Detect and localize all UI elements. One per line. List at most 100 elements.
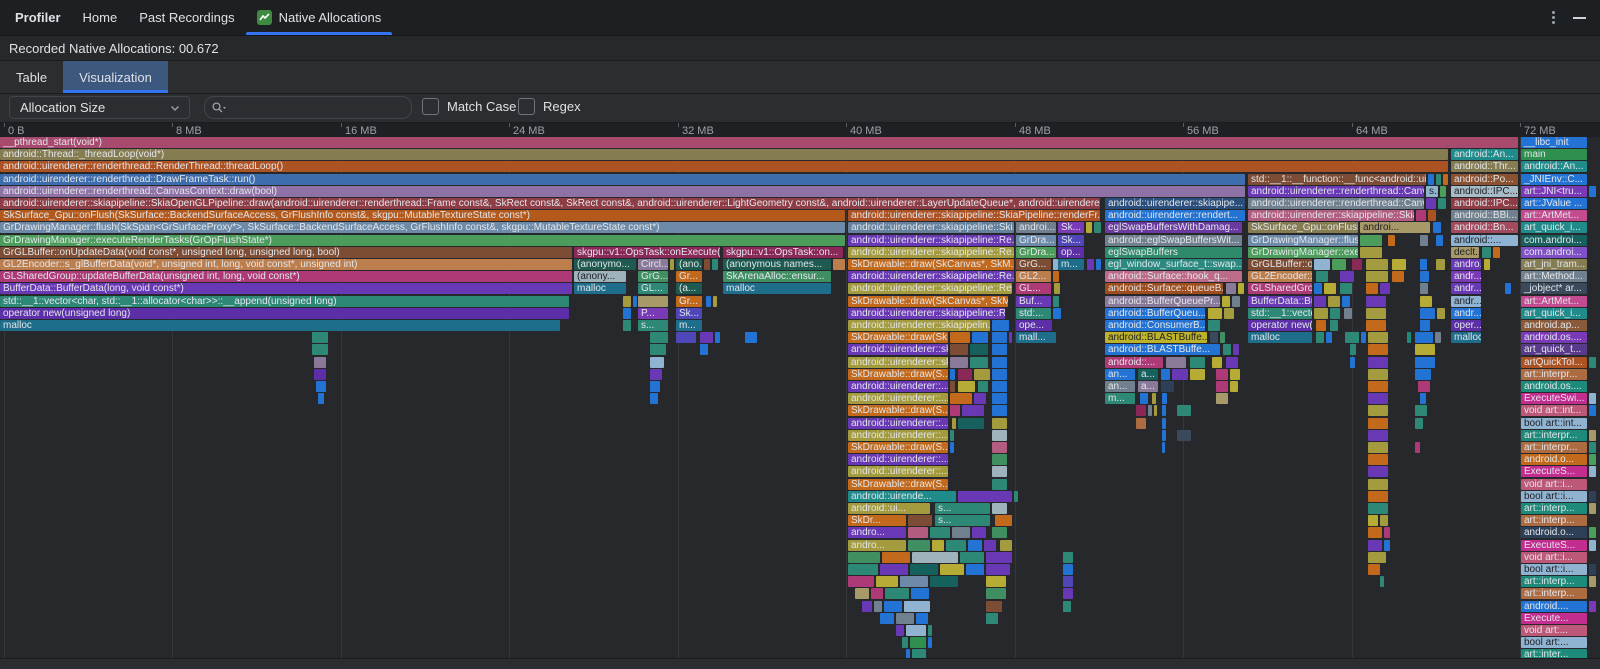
flame-block[interactable]	[896, 612, 914, 624]
flame-block[interactable]: android::uirenderer::skiapipeline::SkiaP…	[848, 210, 1100, 222]
flame-block[interactable]	[1438, 198, 1446, 209]
flame-block[interactable]	[912, 551, 958, 563]
flame-block[interactable]	[958, 417, 984, 429]
flame-block[interactable]: a...	[1138, 368, 1158, 380]
flame-block[interactable]	[1314, 283, 1322, 295]
flame-block[interactable]: (anonymo...	[574, 259, 636, 270]
flame-block[interactable]: andr...	[1451, 271, 1481, 283]
flame-block[interactable]	[1238, 283, 1244, 295]
flame-block[interactable]	[1428, 173, 1434, 185]
flame-block[interactable]	[946, 539, 966, 551]
flame-block[interactable]	[676, 332, 696, 344]
flame-block[interactable]: SkDrawable::draw(SkCanvas*, SkM...	[848, 259, 1014, 270]
flame-block[interactable]	[650, 356, 664, 368]
flame-block[interactable]	[312, 332, 328, 344]
flame-block[interactable]	[992, 466, 1007, 478]
flame-block[interactable]	[1436, 259, 1445, 270]
flame-block[interactable]: art::ArtMet...	[1521, 210, 1587, 222]
flame-block[interactable]: android::uirenderer::...	[848, 417, 948, 429]
flame-block[interactable]	[713, 295, 717, 307]
flame-block[interactable]	[950, 332, 970, 344]
flame-block[interactable]: (anonymous names...	[723, 259, 831, 270]
flame-block[interactable]	[962, 405, 984, 417]
flame-block[interactable]: GrDra...	[1016, 234, 1056, 246]
flame-block[interactable]: SkArenaAlloc::ensur...	[723, 271, 831, 283]
flame-block[interactable]: ExecuteSwi...	[1521, 393, 1587, 405]
flame-block[interactable]	[992, 332, 1007, 344]
flame-block[interactable]	[1589, 576, 1596, 588]
flame-block[interactable]	[874, 600, 882, 612]
flame-block[interactable]: art::interp...	[1521, 588, 1587, 600]
flame-block[interactable]	[1368, 368, 1388, 380]
flame-block[interactable]: skgpu::v1::OpsTask::on...	[723, 246, 843, 258]
flame-block[interactable]: operator new(un...	[1248, 320, 1312, 331]
flame-block[interactable]	[952, 527, 970, 539]
flame-block[interactable]: eglSwapBuffers	[1105, 246, 1242, 258]
flame-block[interactable]	[848, 564, 878, 575]
flame-block[interactable]	[1345, 332, 1359, 344]
flame-block[interactable]: android::IPC...	[1451, 185, 1518, 197]
flame-block[interactable]	[992, 417, 1007, 429]
flame-block[interactable]: android::uirenderer::renderthread::Canva…	[1248, 198, 1424, 209]
flame-block[interactable]	[1368, 527, 1382, 539]
flame-block[interactable]: SkDrawable::draw(S...	[848, 478, 948, 490]
flame-block[interactable]	[1326, 332, 1332, 344]
flame-block[interactable]	[1053, 307, 1061, 319]
flame-block[interactable]	[1589, 539, 1596, 551]
flame-block[interactable]	[862, 600, 872, 612]
flame-block[interactable]: operator new(unsigned long)	[0, 307, 569, 319]
flame-block[interactable]	[314, 368, 326, 380]
flame-block[interactable]	[1053, 295, 1059, 307]
flame-block[interactable]	[896, 625, 904, 636]
flame-block[interactable]: GL2Encoder::s_glBufferData(void*, unsign…	[0, 259, 572, 270]
flame-block[interactable]	[885, 588, 909, 600]
flame-block[interactable]	[882, 551, 910, 563]
flame-block[interactable]: bool art::int...	[1521, 417, 1587, 429]
flame-block[interactable]	[1436, 234, 1443, 246]
flame-block[interactable]: Gr...	[676, 271, 702, 283]
flame-block[interactable]	[1589, 466, 1596, 478]
flame-block[interactable]: android::uirenderer::skiapipeline::Skia.…	[1248, 210, 1414, 222]
flame-block[interactable]: Buf...	[1016, 295, 1051, 307]
flame-block[interactable]	[1493, 246, 1500, 258]
flame-block[interactable]	[992, 344, 1007, 356]
flame-block[interactable]: GrGLBuffer::onUpdateData(void const*, un…	[0, 246, 572, 258]
flame-block[interactable]	[1589, 356, 1596, 368]
flame-block[interactable]	[670, 259, 674, 270]
flame-block[interactable]: GrDrawingManager::flush...	[1248, 234, 1358, 246]
flame-block[interactable]	[871, 588, 883, 600]
flame-block[interactable]	[1589, 503, 1596, 514]
flame-block[interactable]: android::Bn...	[1451, 222, 1518, 234]
flame-block[interactable]	[1416, 210, 1426, 222]
flame-block[interactable]: s...	[935, 515, 990, 527]
flame-block[interactable]: mall...	[1016, 332, 1056, 344]
flame-block[interactable]: android::uirenderer::sk...	[848, 356, 948, 368]
flame-block[interactable]: op...	[1058, 246, 1084, 258]
flame-block[interactable]: malloc	[1248, 332, 1312, 344]
flame-block[interactable]: GrDrawingManager::exec...	[1248, 246, 1358, 258]
flame-block[interactable]	[1316, 271, 1328, 283]
flame-block[interactable]: android::uirenderer::renderthread::DrawF…	[0, 173, 1245, 185]
flame-block[interactable]	[1344, 307, 1352, 319]
flame-block[interactable]	[992, 442, 1007, 453]
flame-block[interactable]	[1420, 259, 1427, 270]
flame-block[interactable]	[950, 442, 954, 453]
flame-block[interactable]	[1233, 344, 1239, 356]
flame-block[interactable]	[715, 332, 720, 344]
flame-block[interactable]: GL2...	[1016, 271, 1051, 283]
flame-block[interactable]	[848, 576, 874, 588]
flame-block[interactable]: _JNIEnv::C...	[1521, 173, 1587, 185]
flame-block[interactable]	[1368, 551, 1386, 563]
flame-block[interactable]	[1316, 320, 1326, 331]
flame-block[interactable]	[1148, 405, 1152, 417]
flame-block[interactable]	[930, 527, 950, 539]
flame-block[interactable]: android::uirenderer::skiapipeline::R...	[848, 307, 1005, 319]
flame-block[interactable]	[316, 381, 326, 392]
flame-block[interactable]	[900, 576, 928, 588]
flame-block[interactable]	[1360, 246, 1382, 258]
flame-block[interactable]	[623, 295, 631, 307]
flame-block[interactable]	[1418, 381, 1430, 392]
flame-block[interactable]	[992, 527, 1007, 539]
flame-block[interactable]	[1366, 295, 1386, 307]
flame-block[interactable]: art::JNI<tru...	[1521, 185, 1587, 197]
